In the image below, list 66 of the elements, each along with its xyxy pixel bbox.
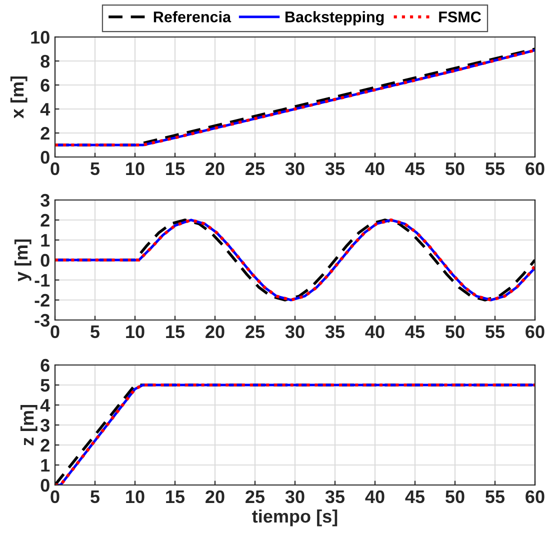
y-tick-label: 2 [40, 438, 50, 452]
y-tick-label: 6 [40, 358, 50, 372]
x-tick-label: 5 [90, 326, 100, 338]
y-tick-label: 4 [40, 103, 50, 116]
x-tick-label: 20 [206, 325, 224, 338]
y-tick-label: 5 [40, 379, 50, 392]
x-tick-label: 5 [90, 162, 100, 176]
legend-label: FSMC [439, 12, 481, 22]
x-tick-label: 0 [50, 162, 60, 176]
x-tick-label: 40 [365, 162, 384, 176]
x-tick-label: 0 [50, 490, 60, 504]
y-tick-label: 3 [40, 194, 50, 207]
legend-label: Backstepping [286, 11, 384, 26]
y-tick-label: 1 [41, 459, 50, 472]
x-tick-label: 10 [126, 490, 144, 504]
y-tick-label: -1 [34, 274, 50, 287]
x-axis-title: tiempo [s] [252, 509, 338, 526]
y-tick-label: 0 [40, 254, 50, 267]
y-axis-title: y [m] [14, 239, 32, 282]
y-tick-label: 10 [31, 30, 50, 44]
x-tick-label: 10 [126, 325, 144, 338]
x-tick-label: 35 [325, 490, 345, 504]
x-tick-label: 60 [526, 162, 544, 176]
y-tick-label: 2 [40, 214, 50, 227]
x-tick-label: 45 [405, 326, 425, 338]
x-tick-label: 60 [526, 490, 544, 504]
x-tick-label: 30 [285, 162, 304, 176]
x-tick-label: 10 [126, 162, 144, 176]
y-tick-label: 3 [40, 418, 50, 432]
y-tick-label: 4 [40, 399, 50, 412]
x-tick-label: 15 [166, 490, 185, 504]
x-tick-label: 15 [166, 326, 185, 338]
x-tick-label: 40 [365, 490, 384, 504]
x-tick-label: 25 [246, 490, 265, 504]
x-tick-label: 55 [486, 162, 505, 176]
legend-label: Referencia [154, 11, 232, 22]
x-tick-label: 50 [446, 162, 464, 176]
y-tick-label: 1 [41, 234, 50, 247]
x-tick-label: 0 [50, 325, 60, 338]
x-tick-label: 20 [206, 162, 224, 176]
x-tick-label: 25 [246, 162, 265, 176]
y-tick-label: -2 [34, 294, 50, 307]
x-tick-label: 40 [365, 325, 384, 338]
x-tick-label: 20 [206, 490, 224, 504]
y-tick-label: 0 [40, 150, 50, 164]
y-axis-title: x [m] [10, 76, 28, 118]
x-tick-label: 5 [90, 490, 100, 504]
x-tick-label: 30 [285, 325, 304, 338]
x-tick-label: 55 [486, 326, 505, 338]
y-tick-label: 0 [40, 478, 50, 492]
x-tick-label: 35 [325, 162, 345, 176]
y-tick-label: -3 [34, 314, 50, 327]
x-tick-label: 50 [446, 490, 464, 504]
x-tick-label: 15 [166, 162, 185, 176]
y-axis-title: z [m] [20, 404, 38, 446]
x-tick-label: 55 [486, 490, 505, 504]
x-tick-label: 25 [246, 325, 265, 338]
y-tick-label: 2 [40, 126, 50, 140]
x-tick-label: 45 [405, 162, 425, 176]
x-tick-label: 30 [285, 490, 304, 504]
x-tick-label: 35 [325, 325, 345, 338]
x-tick-label: 50 [446, 325, 464, 338]
x-tick-label: 45 [405, 490, 425, 504]
y-tick-label: 6 [40, 78, 50, 92]
x-tick-label: 60 [526, 325, 544, 338]
y-tick-label: 8 [40, 54, 50, 68]
